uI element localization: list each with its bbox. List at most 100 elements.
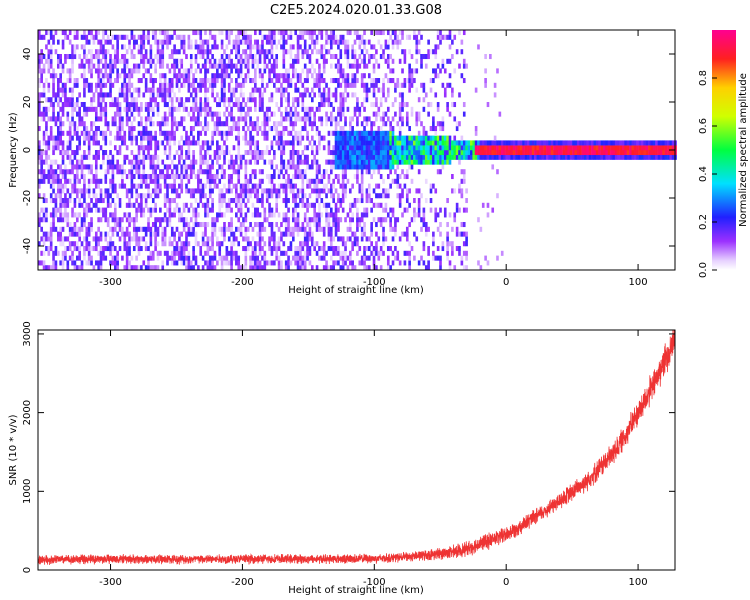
heatmap-cell <box>142 126 146 132</box>
heatmap-cell <box>311 97 314 103</box>
heatmap-cell <box>491 140 495 146</box>
heatmap-cell <box>398 39 402 45</box>
heatmap-cell <box>429 102 433 108</box>
heatmap-cell <box>313 207 316 213</box>
heatmap-cell <box>121 135 124 141</box>
heatmap-cell <box>94 231 98 237</box>
heatmap-cell <box>363 30 366 36</box>
heatmap-cell <box>235 87 238 93</box>
heatmap-cell <box>61 226 65 232</box>
heatmap-cell <box>334 260 338 266</box>
heatmap-cell <box>417 188 421 194</box>
heatmap-cell <box>206 202 210 208</box>
heatmap-cell <box>159 130 162 136</box>
heatmap-cell <box>284 97 288 103</box>
heatmap-cell <box>175 246 179 252</box>
heatmap-cell <box>522 145 525 151</box>
heatmap-cell <box>38 68 41 74</box>
heatmap-cell <box>111 63 115 69</box>
heatmap-cell <box>367 145 371 151</box>
heatmap-cell <box>49 34 53 40</box>
heatmap-cell <box>59 226 62 232</box>
heatmap-cell <box>315 82 319 88</box>
heatmap-cell <box>375 241 378 247</box>
heatmap-cell <box>90 164 93 170</box>
heatmap-cell <box>273 68 276 74</box>
heatmap-cell <box>356 222 359 228</box>
heatmap-cell <box>282 140 286 146</box>
heatmap-cell <box>287 111 290 117</box>
heatmap-cell <box>173 260 176 266</box>
heatmap-cell <box>280 265 283 271</box>
heatmap-cell <box>308 178 312 184</box>
heatmap-cell <box>429 188 433 194</box>
heatmap-cell <box>477 140 480 146</box>
heatmap-cell <box>512 154 516 160</box>
heatmap-cell <box>85 236 89 242</box>
heatmap-cell <box>73 164 77 170</box>
heatmap-cell <box>52 250 55 256</box>
heatmap-cell <box>446 159 449 165</box>
heatmap-cell <box>277 78 281 84</box>
heatmap-cell <box>299 159 302 165</box>
heatmap-cell <box>353 265 357 271</box>
heatmap-cell <box>446 231 449 237</box>
heatmap-cell <box>61 145 65 151</box>
heatmap-cell <box>401 102 404 108</box>
heatmap-cell <box>242 58 245 64</box>
heatmap-cell <box>218 121 222 127</box>
heatmap-cell <box>130 150 134 156</box>
heatmap-cell <box>401 231 404 237</box>
heatmap-cell <box>306 130 309 136</box>
heatmap-cell <box>420 159 423 165</box>
heatmap-cell <box>61 174 65 180</box>
heatmap-cell <box>40 73 43 79</box>
heatmap-cell <box>156 217 160 223</box>
heatmap-cell <box>607 145 611 151</box>
heatmap-cell <box>192 164 195 170</box>
heatmap-cell <box>408 34 411 40</box>
heatmap-cell <box>417 111 421 117</box>
heatmap-cell <box>218 226 222 232</box>
heatmap-cell <box>182 164 186 170</box>
heatmap-cell <box>206 121 210 127</box>
heatmap-cell <box>320 121 324 127</box>
heatmap-cell <box>548 140 552 146</box>
heatmap-cell <box>398 130 402 136</box>
heatmap-cell <box>230 222 233 228</box>
heatmap-cell <box>102 106 105 112</box>
heatmap-cell <box>382 135 385 141</box>
heatmap-cell <box>292 73 295 79</box>
heatmap-cell <box>75 188 79 194</box>
heatmap-cell <box>92 34 96 40</box>
heatmap-cell <box>455 231 459 237</box>
heatmap-cell <box>104 174 108 180</box>
heatmap-cell <box>422 82 426 88</box>
heatmap-cell <box>230 207 233 213</box>
heatmap-cell <box>147 207 150 213</box>
heatmap-cell <box>242 30 245 36</box>
heatmap-cell <box>45 97 48 103</box>
heatmap-cell <box>118 198 122 204</box>
heatmap-cell <box>296 193 300 199</box>
heatmap-cell <box>522 140 525 146</box>
heatmap-cell <box>351 154 354 160</box>
heatmap-cell <box>73 222 77 228</box>
heatmap-cell <box>339 198 343 204</box>
heatmap-cell <box>140 145 143 151</box>
heatmap-cell <box>410 246 414 252</box>
heatmap-cell <box>182 169 186 175</box>
heatmap-cell <box>180 241 184 247</box>
heatmap-cell <box>45 130 48 136</box>
heatmap-cell <box>170 82 174 88</box>
heatmap-cell <box>382 231 385 237</box>
heatmap-cell <box>68 198 72 204</box>
heatmap-cell <box>394 246 397 252</box>
heatmap-cell <box>197 265 200 271</box>
heatmap-cell <box>147 188 150 194</box>
heatmap-cell <box>370 135 373 141</box>
heatmap-cell <box>99 58 103 64</box>
heatmap-cell <box>382 140 385 146</box>
heatmap-cell <box>144 246 148 252</box>
heatmap-cell <box>135 198 138 204</box>
